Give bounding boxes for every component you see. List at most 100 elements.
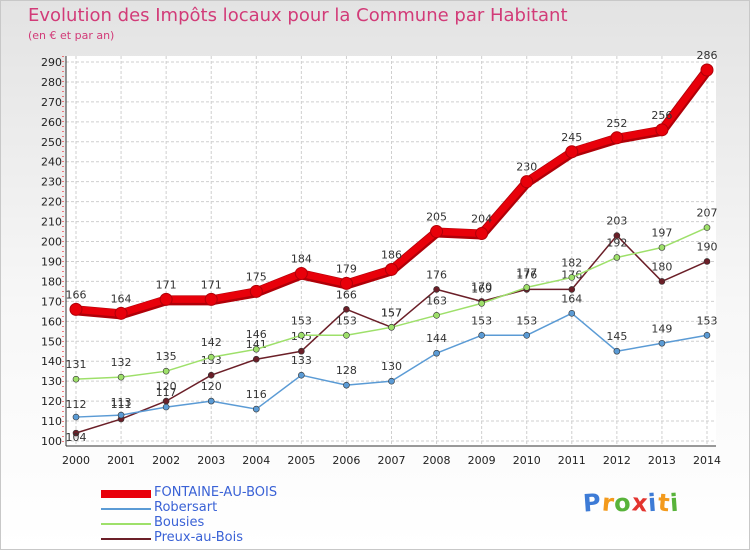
data-label: 186	[381, 248, 402, 261]
proxiti-logo: Proxiti	[582, 488, 680, 518]
data-label: 192	[606, 236, 627, 249]
data-label: 204	[471, 213, 492, 226]
data-point	[298, 347, 305, 355]
x-tick-label: 2014	[693, 454, 721, 467]
data-label: 135	[156, 350, 177, 363]
data-label: 169	[471, 282, 492, 295]
data-point	[294, 266, 308, 280]
data-label: 146	[246, 328, 267, 341]
legend-label: Preux-au-Bois	[154, 530, 243, 545]
data-label: 153	[471, 314, 492, 327]
data-point	[204, 292, 218, 306]
data-label: 117	[156, 386, 177, 399]
data-label: 113	[111, 396, 132, 409]
data-label: 230	[516, 161, 537, 174]
data-point	[252, 405, 260, 413]
data-point	[433, 286, 440, 293]
data-point	[252, 355, 260, 363]
data-point	[658, 339, 666, 347]
data-point	[72, 413, 80, 421]
data-label: 116	[246, 388, 267, 401]
data-label: 153	[336, 314, 357, 327]
x-tick-label: 2006	[332, 454, 360, 467]
x-tick-label: 2011	[558, 454, 586, 467]
y-tick-label: 150	[41, 335, 62, 348]
y-tick-label: 160	[41, 315, 62, 328]
data-point	[475, 227, 489, 241]
data-label: 182	[561, 256, 582, 269]
data-point	[207, 397, 215, 405]
legend-label: Bousies	[154, 515, 205, 530]
data-label: 176	[426, 268, 447, 281]
legend-label: FONTAINE-AU-BOIS	[154, 485, 278, 500]
data-label: 180	[651, 260, 672, 273]
data-point	[388, 377, 395, 385]
y-tick-label: 230	[41, 176, 62, 189]
data-point	[565, 145, 579, 159]
data-label: 164	[111, 292, 132, 305]
data-point	[430, 225, 444, 239]
data-point	[162, 403, 170, 411]
data-point	[69, 302, 83, 316]
y-tick-label: 100	[41, 435, 62, 448]
data-point	[433, 349, 440, 357]
y-tick-label: 250	[41, 136, 62, 149]
legend-label: Robersart	[154, 500, 218, 515]
data-point	[700, 63, 714, 77]
data-point	[703, 331, 711, 339]
data-point	[343, 306, 350, 313]
legend-swatch	[101, 523, 151, 525]
data-point	[658, 244, 666, 251]
data-point	[523, 284, 531, 291]
data-point	[117, 411, 125, 419]
data-label: 131	[66, 358, 87, 371]
x-tick-label: 2003	[197, 454, 225, 467]
data-label: 256	[651, 109, 672, 122]
y-tick-label: 130	[41, 375, 62, 388]
data-point	[388, 323, 395, 331]
y-tick-label: 180	[41, 275, 62, 288]
data-point	[568, 274, 576, 281]
data-point	[343, 381, 350, 389]
data-label: 120	[156, 380, 177, 393]
data-label: 132	[111, 356, 132, 369]
data-label: 144	[426, 332, 447, 345]
data-label: 157	[381, 306, 402, 319]
data-label: 252	[606, 117, 627, 130]
data-label: 177	[516, 266, 537, 279]
data-point	[613, 254, 621, 261]
data-point	[249, 284, 263, 298]
data-label: 149	[651, 322, 672, 335]
x-tick-label: 2012	[603, 454, 631, 467]
x-tick-label: 2007	[378, 454, 406, 467]
data-label: 111	[111, 398, 132, 411]
data-label: 190	[697, 240, 718, 253]
x-tick-label: 2004	[242, 454, 270, 467]
data-point	[159, 292, 173, 306]
data-label: 245	[561, 131, 582, 144]
data-point	[385, 262, 398, 276]
data-label: 128	[336, 364, 357, 377]
x-tick-label: 2005	[287, 454, 315, 467]
legend-swatch	[101, 490, 151, 498]
data-label: 205	[426, 211, 447, 224]
data-point	[523, 331, 531, 339]
data-point	[703, 224, 711, 231]
data-point	[478, 300, 485, 307]
y-tick-label: 240	[41, 156, 62, 169]
x-tick-label: 2008	[423, 454, 451, 467]
data-label: 163	[426, 294, 447, 307]
y-tick-label: 170	[41, 295, 62, 308]
data-point	[339, 276, 353, 290]
data-point	[433, 312, 440, 319]
data-label: 153	[291, 314, 312, 327]
logo-letter: o	[613, 488, 633, 518]
y-tick-label: 110	[41, 415, 62, 428]
data-label: 157	[381, 306, 402, 319]
data-label: 184	[291, 252, 312, 265]
data-point	[298, 331, 305, 339]
data-label: 153	[697, 314, 718, 327]
data-point	[658, 278, 666, 285]
data-label: 142	[201, 336, 222, 349]
